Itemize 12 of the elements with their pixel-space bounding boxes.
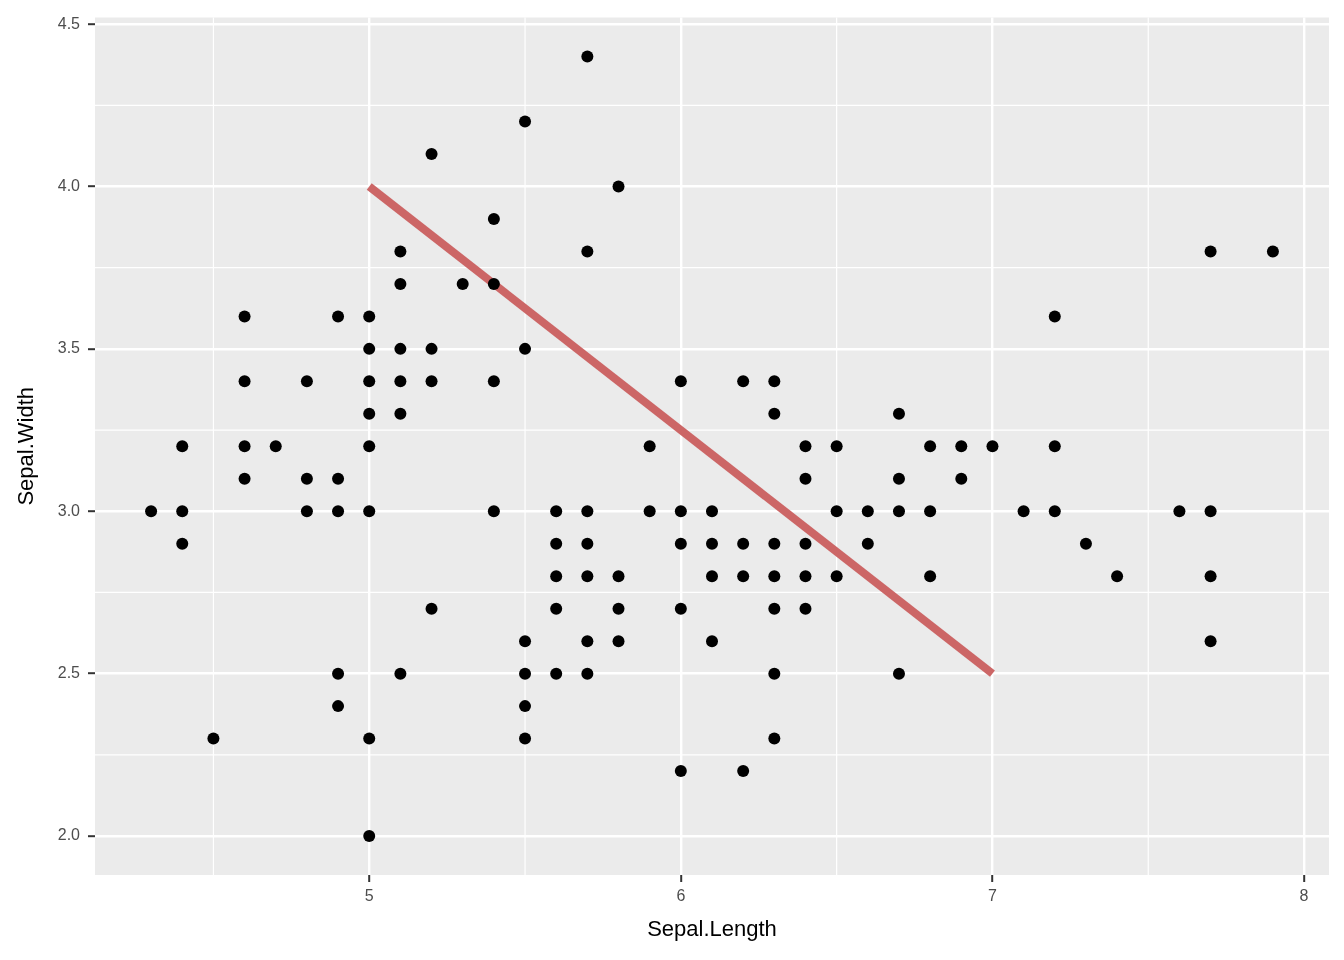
x-tick-label: 7 [988,887,997,905]
y-tick-label: 4.5 [57,14,81,32]
x-tick-label: 8 [1299,887,1309,905]
x-tick-label: 5 [364,887,374,905]
x-axis-title: Sepal.Length [647,915,777,941]
x-tick-label: 6 [676,887,686,905]
y-tick-label: 4.0 [57,176,81,194]
y-tick-label: 3.0 [57,501,81,519]
y-tick-label: 2.5 [57,664,81,682]
y-axis-title: Sepal.Width [13,386,39,506]
y-tick-label: 2.0 [57,826,81,844]
y-tick-label: 3.5 [57,339,81,357]
